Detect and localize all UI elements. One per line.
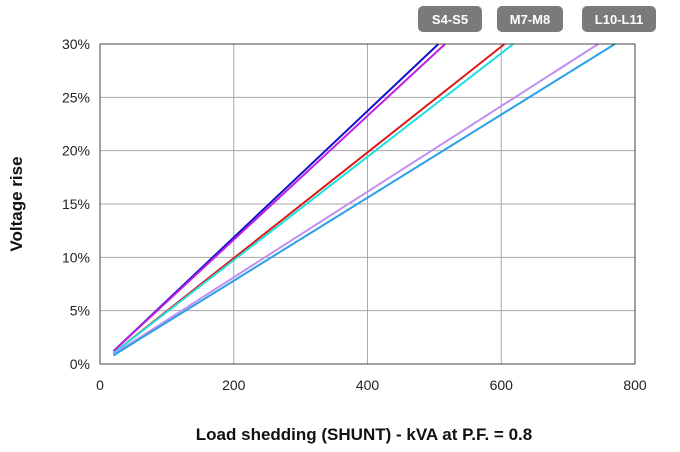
- y-tick-label: 30%: [62, 36, 90, 52]
- y-tick-label: 0%: [70, 356, 90, 372]
- series-line-4: [112, 43, 514, 355]
- badge-label: S4-S5: [432, 12, 468, 27]
- legend-badge-m7-m8[interactable]: M7-M8: [497, 6, 563, 32]
- y-axis-title: Voltage rise: [7, 156, 26, 251]
- badge-label: M7-M8: [510, 12, 550, 27]
- x-tick-labels: 0 200 400 600 800: [96, 377, 647, 393]
- x-tick-label: 200: [222, 377, 246, 393]
- x-axis-title: Load shedding (SHUNT) - kVA at P.F. = 0.…: [196, 425, 532, 444]
- y-tick-label: 25%: [62, 89, 90, 105]
- grid-lines: [100, 44, 635, 364]
- badge-background: [497, 6, 563, 32]
- series-lines: [112, 43, 616, 357]
- y-tick-label: 5%: [70, 303, 90, 319]
- x-tick-label: 800: [623, 377, 647, 393]
- badge-background: [582, 6, 656, 32]
- x-tick-label: 400: [356, 377, 380, 393]
- badge-label: L10-L11: [595, 12, 643, 27]
- y-tick-labels: 0% 5% 10% 15% 20% 25% 30%: [62, 36, 90, 372]
- series-line-5: [112, 43, 599, 356]
- legend-badge-l10-l11[interactable]: L10-L11: [582, 6, 656, 32]
- y-tick-label: 10%: [62, 249, 90, 265]
- y-tick-label: 20%: [62, 143, 90, 159]
- series-line-6: [112, 43, 616, 357]
- legend-badge-s4-s5[interactable]: S4-S5: [418, 6, 482, 32]
- x-tick-label: 600: [490, 377, 514, 393]
- x-tick-label: 0: [96, 377, 104, 393]
- plot-frame: [99, 43, 636, 365]
- badge-background: [418, 6, 482, 32]
- series-line-2: [112, 43, 446, 352]
- y-tick-label: 15%: [62, 196, 90, 212]
